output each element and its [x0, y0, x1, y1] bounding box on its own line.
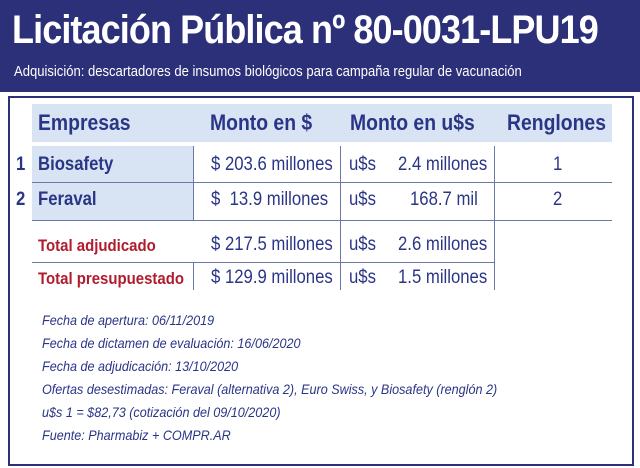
company-name: Biosafety: [38, 154, 114, 175]
header-banner: Licitación Pública nº 80-0031-LPU19 Adqu…: [0, 0, 640, 92]
company-column-highlight: [32, 146, 193, 220]
page-title: Licitación Pública nº 80-0031-LPU19: [12, 8, 599, 52]
column-header-renglones: Renglones: [507, 110, 606, 135]
column-header-monto-usd: Monto en u$s: [350, 110, 475, 135]
row-number: 2: [16, 189, 26, 210]
note-exchange-rate: u$s 1 = $82,73 (cotización del 09/10/202…: [42, 404, 281, 420]
usd-prefix: u$s: [349, 189, 376, 210]
amount-usd: 2.4 millones: [398, 154, 488, 175]
usd-prefix: u$s: [349, 267, 376, 288]
amount-usd: 2.6 millones: [398, 234, 488, 255]
company-name: Feraval: [38, 189, 97, 210]
renglones: 2: [553, 189, 563, 210]
column-header-empresas: Empresas: [38, 110, 131, 135]
amount-ars: $ 217.5 millones: [211, 234, 333, 255]
note-rejected-offers: Ofertas desestimadas: Feraval (alternati…: [42, 381, 498, 397]
amount-ars: $ 129.9 millones: [211, 267, 333, 288]
total-label: Total adjudicado: [38, 236, 156, 255]
note-source: Fuente: Pharmabiz + COMPR.AR: [42, 427, 231, 443]
note-evaluation-date: Fecha de dictamen de evaluación: 16/06/2…: [42, 335, 301, 351]
usd-prefix: u$s: [349, 154, 376, 175]
amount-ars: $ 13.9 millones: [211, 189, 329, 210]
amount-usd: 168.7 mil: [410, 189, 478, 210]
page-subtitle: Adquisición: descartadores de insumos bi…: [14, 64, 522, 80]
row-number: 1: [16, 154, 26, 175]
table-header-row: [32, 104, 612, 142]
note-award-date: Fecha de adjudicación: 13/10/2020: [42, 358, 239, 374]
note-opening-date: Fecha de apertura: 06/11/2019: [42, 312, 215, 328]
amount-ars: $ 203.6 millones: [211, 154, 333, 175]
total-label: Total presupuestado: [38, 269, 185, 288]
renglones: 1: [553, 154, 563, 175]
usd-prefix: u$s: [349, 234, 376, 255]
column-header-monto-ars: Monto en $: [210, 110, 313, 135]
amount-usd: 1.5 millones: [398, 267, 488, 288]
